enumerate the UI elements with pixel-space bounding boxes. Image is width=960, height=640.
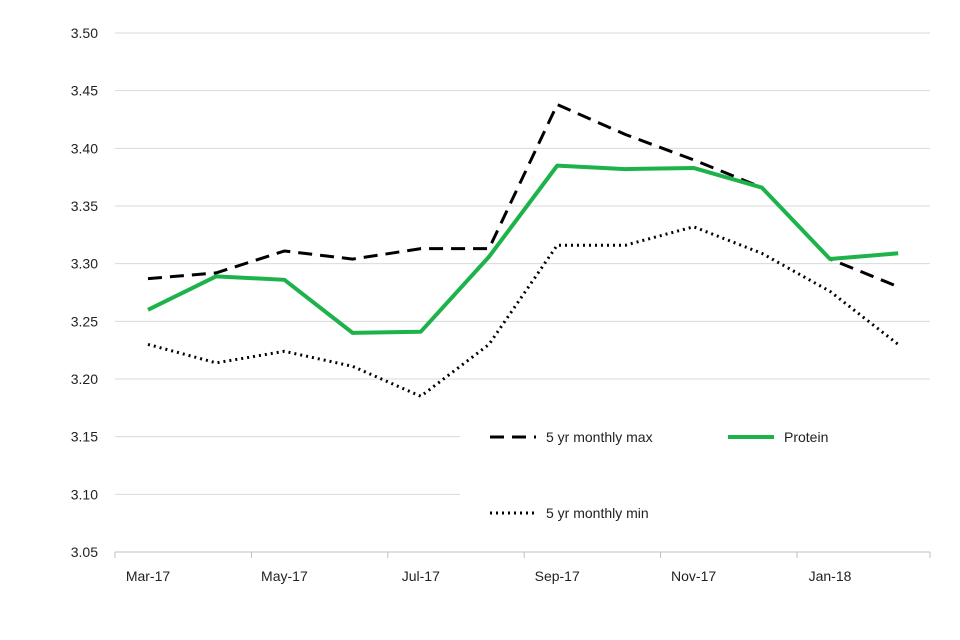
x-tick-label: Jan-18: [809, 568, 852, 584]
series-line-protein: [147, 163, 899, 335]
series-line-5-yr-monthly-max: [147, 102, 899, 289]
legend-label: 5 yr monthly max: [546, 429, 653, 445]
y-tick-labels: 3.50 3.45 3.40 3.35 3.30 3.25 3.20 3.15 3.10 3.05: [71, 25, 98, 560]
y-tick-label: 3.40: [71, 140, 98, 156]
axes: [114, 551, 931, 558]
x-tick-labels: Mar-17 May-17 Jul-17 Sep-17 Nov-17 Jan-18: [126, 568, 852, 584]
y-tick-label: 3.15: [71, 429, 98, 445]
gridlines: [115, 32, 930, 495]
y-tick-label: 3.45: [71, 83, 98, 99]
x-tick-label: May-17: [261, 568, 308, 584]
y-tick-label: 3.25: [71, 313, 98, 329]
series-lines: [147, 102, 900, 399]
series-line-5-yr-monthly-min: [147, 225, 900, 399]
y-tick-label: 3.50: [71, 25, 98, 41]
x-tick-label: Jul-17: [402, 568, 440, 584]
y-tick-label: 3.05: [71, 544, 98, 560]
y-tick-label: 3.20: [71, 371, 98, 387]
legend-label: Protein: [784, 429, 828, 445]
x-tick-label: Mar-17: [126, 568, 171, 584]
legend-label: 5 yr monthly min: [546, 505, 649, 521]
x-tick-label: Nov-17: [671, 568, 716, 584]
y-tick-label: 3.30: [71, 256, 98, 272]
y-tick-label: 3.35: [71, 198, 98, 214]
x-tick-label: Sep-17: [535, 568, 580, 584]
y-tick-label: 3.10: [71, 486, 98, 502]
legend: 5 yr monthly max Protein 5 yr monthly min: [490, 429, 828, 521]
